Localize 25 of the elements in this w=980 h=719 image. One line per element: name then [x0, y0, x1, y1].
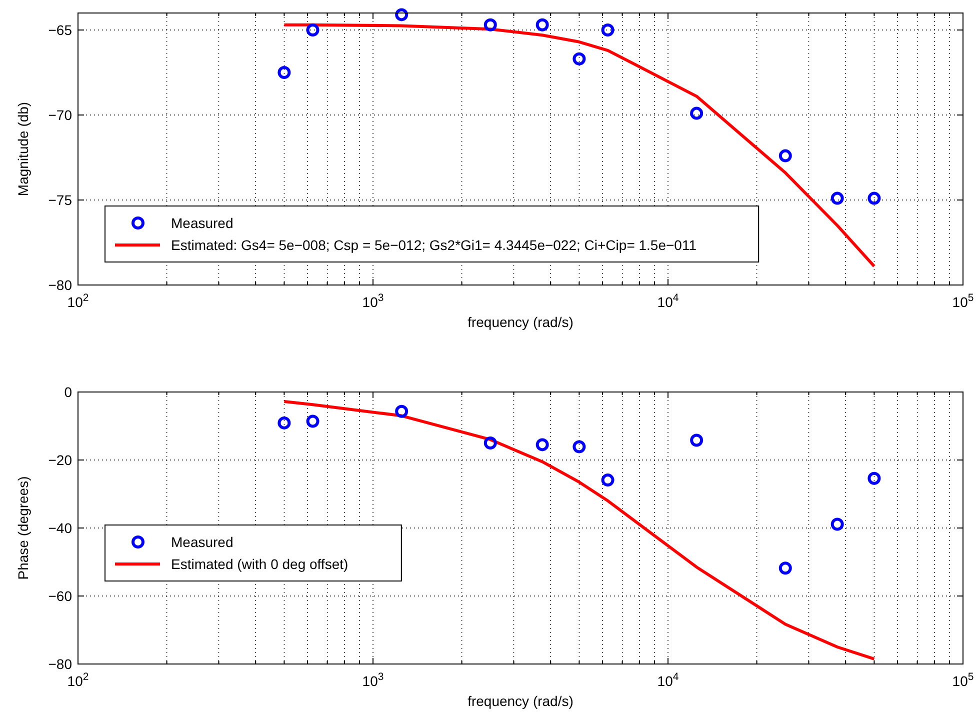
x-tick-label: 10$^{5}$	[952, 671, 974, 689]
x-tick-label: 10$^{4}$	[657, 292, 679, 310]
legend-label: Measured	[171, 534, 234, 550]
x-tick-label: 10$^{4}$	[657, 671, 679, 689]
x-axis-title: frequency (rad/s)	[468, 693, 574, 709]
y-tick-label: −75	[48, 192, 72, 208]
y-tick-label: −60	[48, 588, 72, 604]
y-tick-label: −20	[48, 452, 72, 468]
y-tick-label: 0	[64, 384, 72, 400]
y-tick-label: −70	[48, 107, 72, 123]
x-tick-label: 10$^{3}$	[362, 292, 384, 310]
x-tick-label: 10$^{2}$	[67, 292, 89, 310]
x-axis-title: frequency (rad/s)	[468, 314, 574, 330]
y-axis-title: Phase (degrees)	[15, 476, 31, 580]
x-tick-label: 10$^{5}$	[952, 292, 974, 310]
x-tick-label: 10$^{3}$	[362, 671, 384, 689]
legend-label: Estimated (with 0 deg offset)	[171, 556, 348, 572]
y-tick-label: −80	[48, 277, 72, 293]
y-axis-title: Magnitude (db)	[15, 102, 31, 196]
y-tick-label: −65	[48, 22, 72, 38]
y-tick-label: −40	[48, 520, 72, 536]
legend-label: Measured	[171, 215, 234, 231]
legend-label: Estimated: Gs4= 5e−008; Csp = 5e−012; Gs2*Gi1= 4.3445e−022; Ci+Cip= 1.5e−011	[171, 237, 697, 253]
y-tick-label: −80	[48, 656, 72, 672]
x-tick-label: 10$^{2}$	[67, 671, 89, 689]
